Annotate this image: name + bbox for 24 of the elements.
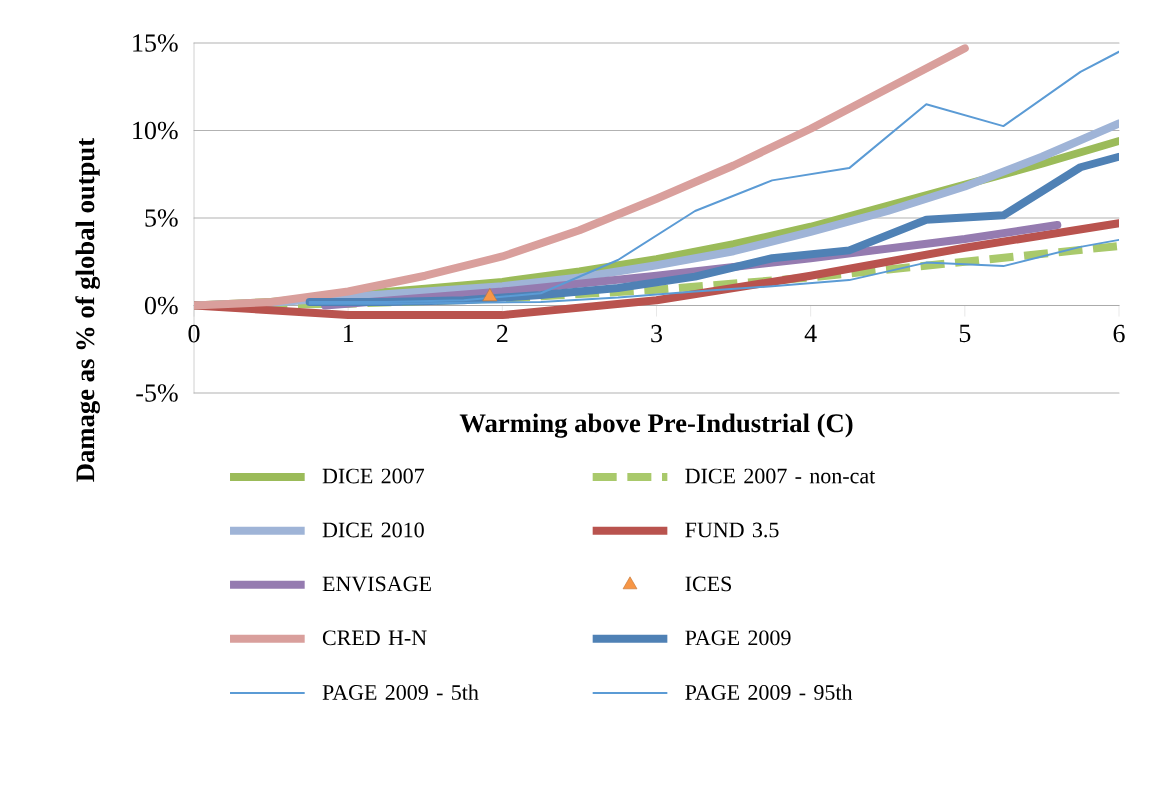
legend-label: DICE 2007 (322, 468, 425, 484)
legend-label: PAGE 2009 - 5th (322, 684, 479, 700)
x-tick-label: 0 (188, 324, 200, 343)
x-tick-label: 2 (496, 324, 508, 343)
x-tick-label: 4 (804, 324, 817, 342)
y-tick-label: 0% (144, 296, 178, 315)
legend-label: FUND 3.5 (685, 522, 779, 538)
y-tick-label: 10% (133, 121, 178, 140)
legend-label: CRED H-N (322, 630, 427, 646)
y-tick-label: 15% (133, 34, 178, 52)
y-axis-title: Damage as % of global output (75, 137, 100, 482)
x-tick-label: 6 (1113, 324, 1125, 343)
x-tick-label: 5 (959, 324, 971, 343)
y-tick-label: 5% (145, 209, 178, 227)
x-axis-title: Warming above Pre-Industrial (C) (459, 413, 853, 438)
y-tick-label: -5% (136, 384, 178, 402)
x-tick-label: 1 (343, 324, 354, 343)
legend-label: ICES (685, 576, 731, 592)
legend-label: PAGE 2009 (685, 630, 791, 646)
legend-label: PAGE 2009 - 95th (685, 684, 853, 700)
legend-label: DICE 2010 (322, 522, 424, 538)
legend-label: ENVISAGE (322, 576, 431, 592)
x-tick-label: 3 (651, 324, 662, 343)
legend-label: DICE 2007 - non-cat (685, 468, 876, 484)
